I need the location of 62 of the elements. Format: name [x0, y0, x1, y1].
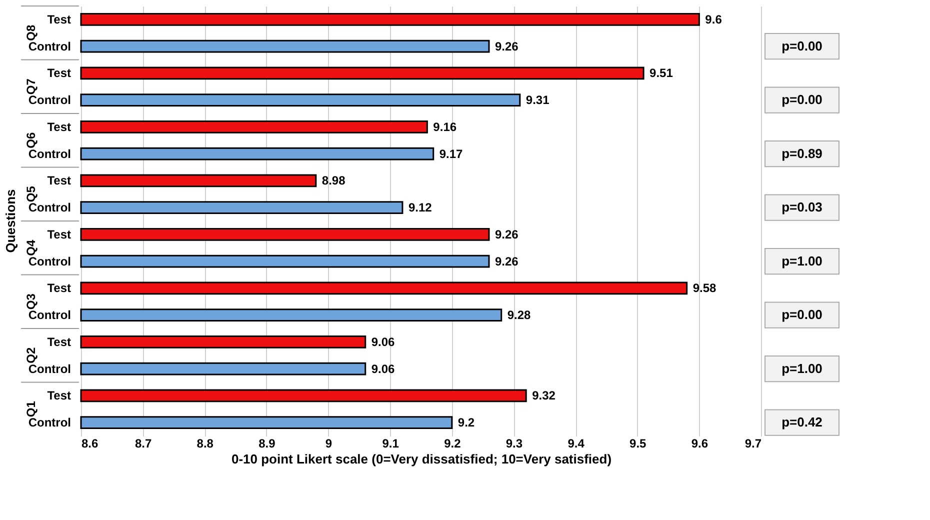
- text: Test: [47, 281, 71, 296]
- data-label: 9.17: [439, 146, 464, 161]
- y-axis-title: Questions: [3, 189, 18, 253]
- data-label: 8.98: [322, 174, 346, 188]
- data-label: 9.2: [458, 416, 475, 430]
- data-label: 9.26: [495, 39, 519, 54]
- data-label: 9.26: [495, 254, 519, 268]
- text: p=0.00: [782, 307, 822, 322]
- x-tick-label: 9.5: [630, 436, 647, 450]
- x-tick-label: 8.9: [258, 436, 276, 450]
- x-tick-label: 9.1: [382, 436, 400, 450]
- x-tick-label: 9.4: [568, 436, 585, 450]
- text: Control: [28, 254, 71, 268]
- text: p=0.03: [782, 200, 822, 215]
- text: Control: [28, 362, 71, 376]
- data-label: 9.6: [705, 12, 722, 26]
- text: Control: [28, 416, 71, 430]
- x-tick-label: 9.7: [744, 436, 762, 450]
- data-label: 9.32: [532, 388, 556, 403]
- text: p=1.00: [782, 360, 822, 376]
- text: Control: [28, 146, 71, 161]
- x-tick-label: 9.6: [691, 436, 708, 450]
- data-label: 9.58: [692, 281, 716, 296]
- data-label: 9.28: [507, 308, 532, 322]
- data-label: 9.16: [433, 120, 457, 134]
- data-label: 9.31: [526, 93, 550, 108]
- y-tick-label: Q6: [24, 132, 38, 148]
- x-tick-label: 8.7: [134, 436, 152, 450]
- y-tick-label: Q3: [24, 293, 38, 310]
- y-tick-label: Q7: [24, 78, 38, 95]
- data-label: 9.51: [650, 66, 674, 80]
- x-tick-label: 9: [325, 436, 332, 450]
- text: Test: [47, 227, 71, 242]
- y-tick-label: Q8: [24, 24, 38, 41]
- text: Test: [47, 174, 71, 188]
- x-tick-label: 9.2: [444, 436, 462, 450]
- text: Control: [28, 308, 71, 322]
- text: Control: [28, 93, 71, 108]
- x-tick-label: 8.8: [196, 436, 214, 450]
- text: p=0.00: [782, 92, 822, 108]
- text: Test: [47, 66, 71, 80]
- x-tick-label: 8.6: [82, 436, 99, 450]
- text: Control: [28, 200, 71, 215]
- text: p=0.00: [782, 38, 822, 54]
- y-tick-label: Q1: [24, 400, 38, 418]
- text: p=0.42: [782, 414, 822, 430]
- text: Test: [47, 334, 71, 349]
- text: Test: [47, 388, 71, 403]
- data-label: 9.06: [371, 362, 396, 376]
- text: Test: [47, 120, 71, 134]
- y-tick-label: Q2: [24, 347, 38, 364]
- series-label: Control: [28, 39, 71, 54]
- x-axis-title: 0-10 point Likert scale (0=Very dissatisfied; 10=Very satisfied): [231, 452, 612, 466]
- data-label: 9.26: [495, 227, 519, 242]
- y-tick-label: Q5: [24, 186, 38, 202]
- text: p=0.89: [782, 146, 822, 161]
- series-label: Test: [47, 12, 71, 26]
- data-label: 9.06: [371, 334, 396, 349]
- y-tick-label: Q4: [24, 240, 38, 256]
- data-label: 9.12: [408, 200, 432, 215]
- x-tick-label: 9.3: [506, 436, 523, 450]
- text: p=1.00: [782, 253, 822, 268]
